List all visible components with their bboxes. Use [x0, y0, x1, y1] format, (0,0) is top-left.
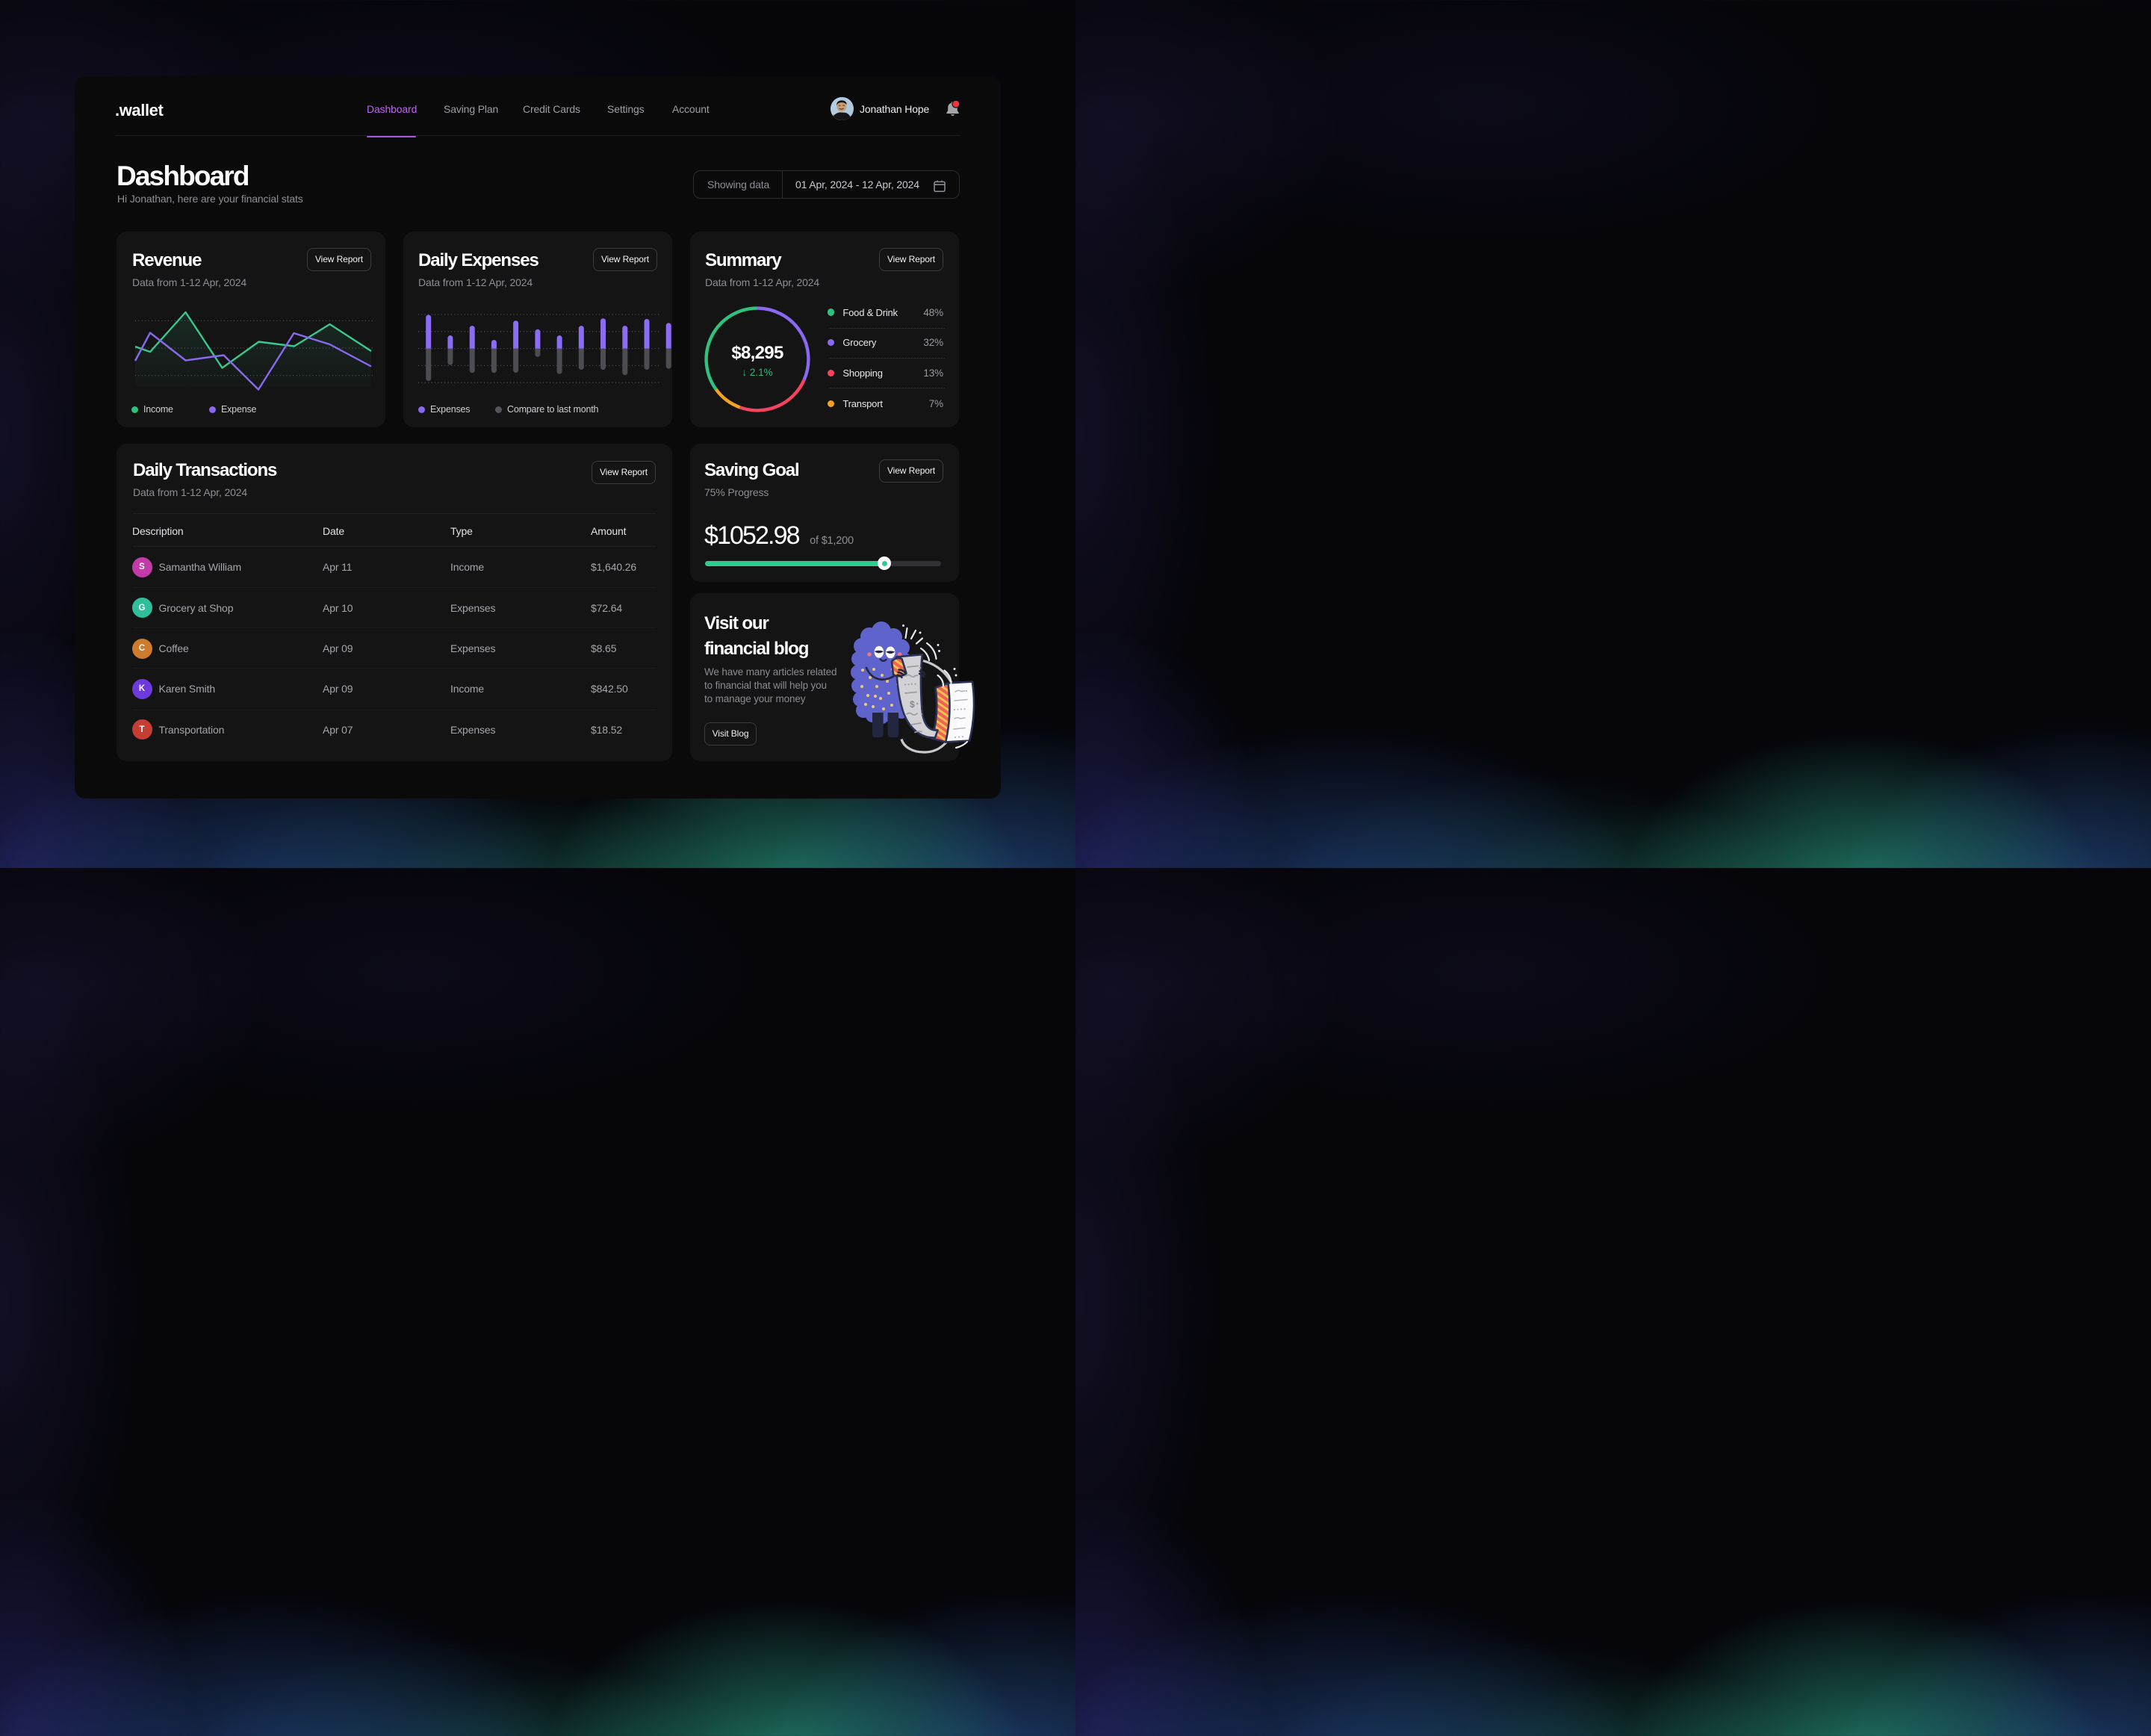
- svg-text:$: $: [910, 699, 915, 710]
